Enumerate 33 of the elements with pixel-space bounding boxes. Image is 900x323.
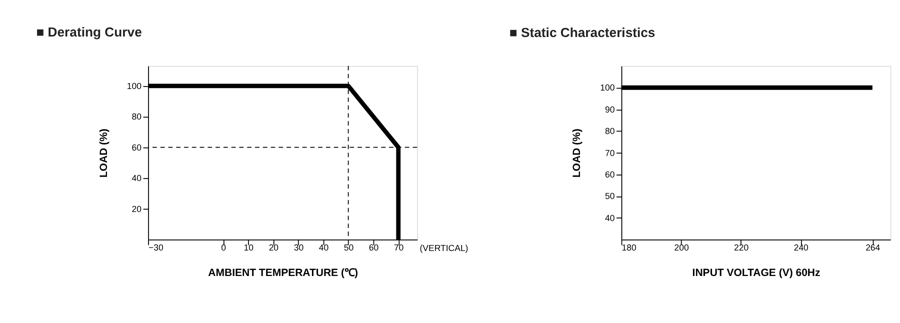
y-tick-label: 100 (600, 82, 615, 93)
y-tick-label: 100 (126, 80, 142, 91)
chart-title: ■ Derating Curve (36, 24, 142, 40)
y-axis-title: LOAD (%) (570, 128, 583, 178)
y-tick-label: 60 (605, 169, 615, 180)
x-tick-label: 40 (318, 242, 329, 252)
y-tick-label: 80 (605, 126, 615, 136)
x-tick-label: 200 (674, 242, 689, 252)
chart-title: ■ Static Characteristics (509, 25, 656, 40)
x-tick-label: 240 (794, 242, 809, 252)
x-tick-label: 180 (622, 242, 636, 252)
y-axis-title: LOAD (%) (98, 128, 110, 178)
x-axis-title: INPUT VOLTAGE (V) 60Hz (692, 266, 820, 279)
x-axis-title: AMBIENT TEMPERATURE (℃) (208, 266, 358, 279)
x-tick-label: 0 (221, 242, 226, 252)
text: (VERTICAL) (420, 242, 468, 253)
x-tick-label: 50 (344, 242, 354, 252)
x-tick-label: 60 (368, 242, 379, 252)
x-tick-label: 30 (294, 242, 304, 252)
y-tick-label: 40 (605, 212, 615, 223)
x-tick-label: 264 (866, 242, 880, 252)
y-tick-label: 40 (132, 173, 142, 184)
x-tick-label: 70 (394, 242, 404, 252)
y-tick-label: 50 (605, 191, 615, 202)
y-tick-label: 60 (132, 142, 142, 152)
y-tick-label: 80 (132, 112, 142, 122)
y-tick-label: 70 (605, 148, 615, 158)
x-tick-label: −30 (148, 242, 164, 252)
y-tick-label: 20 (132, 204, 142, 214)
x-tick-label: 20 (268, 242, 279, 252)
x-tick-label: 220 (734, 242, 749, 252)
x-tick-label: 10 (244, 242, 254, 252)
y-tick-label: 90 (605, 104, 615, 114)
